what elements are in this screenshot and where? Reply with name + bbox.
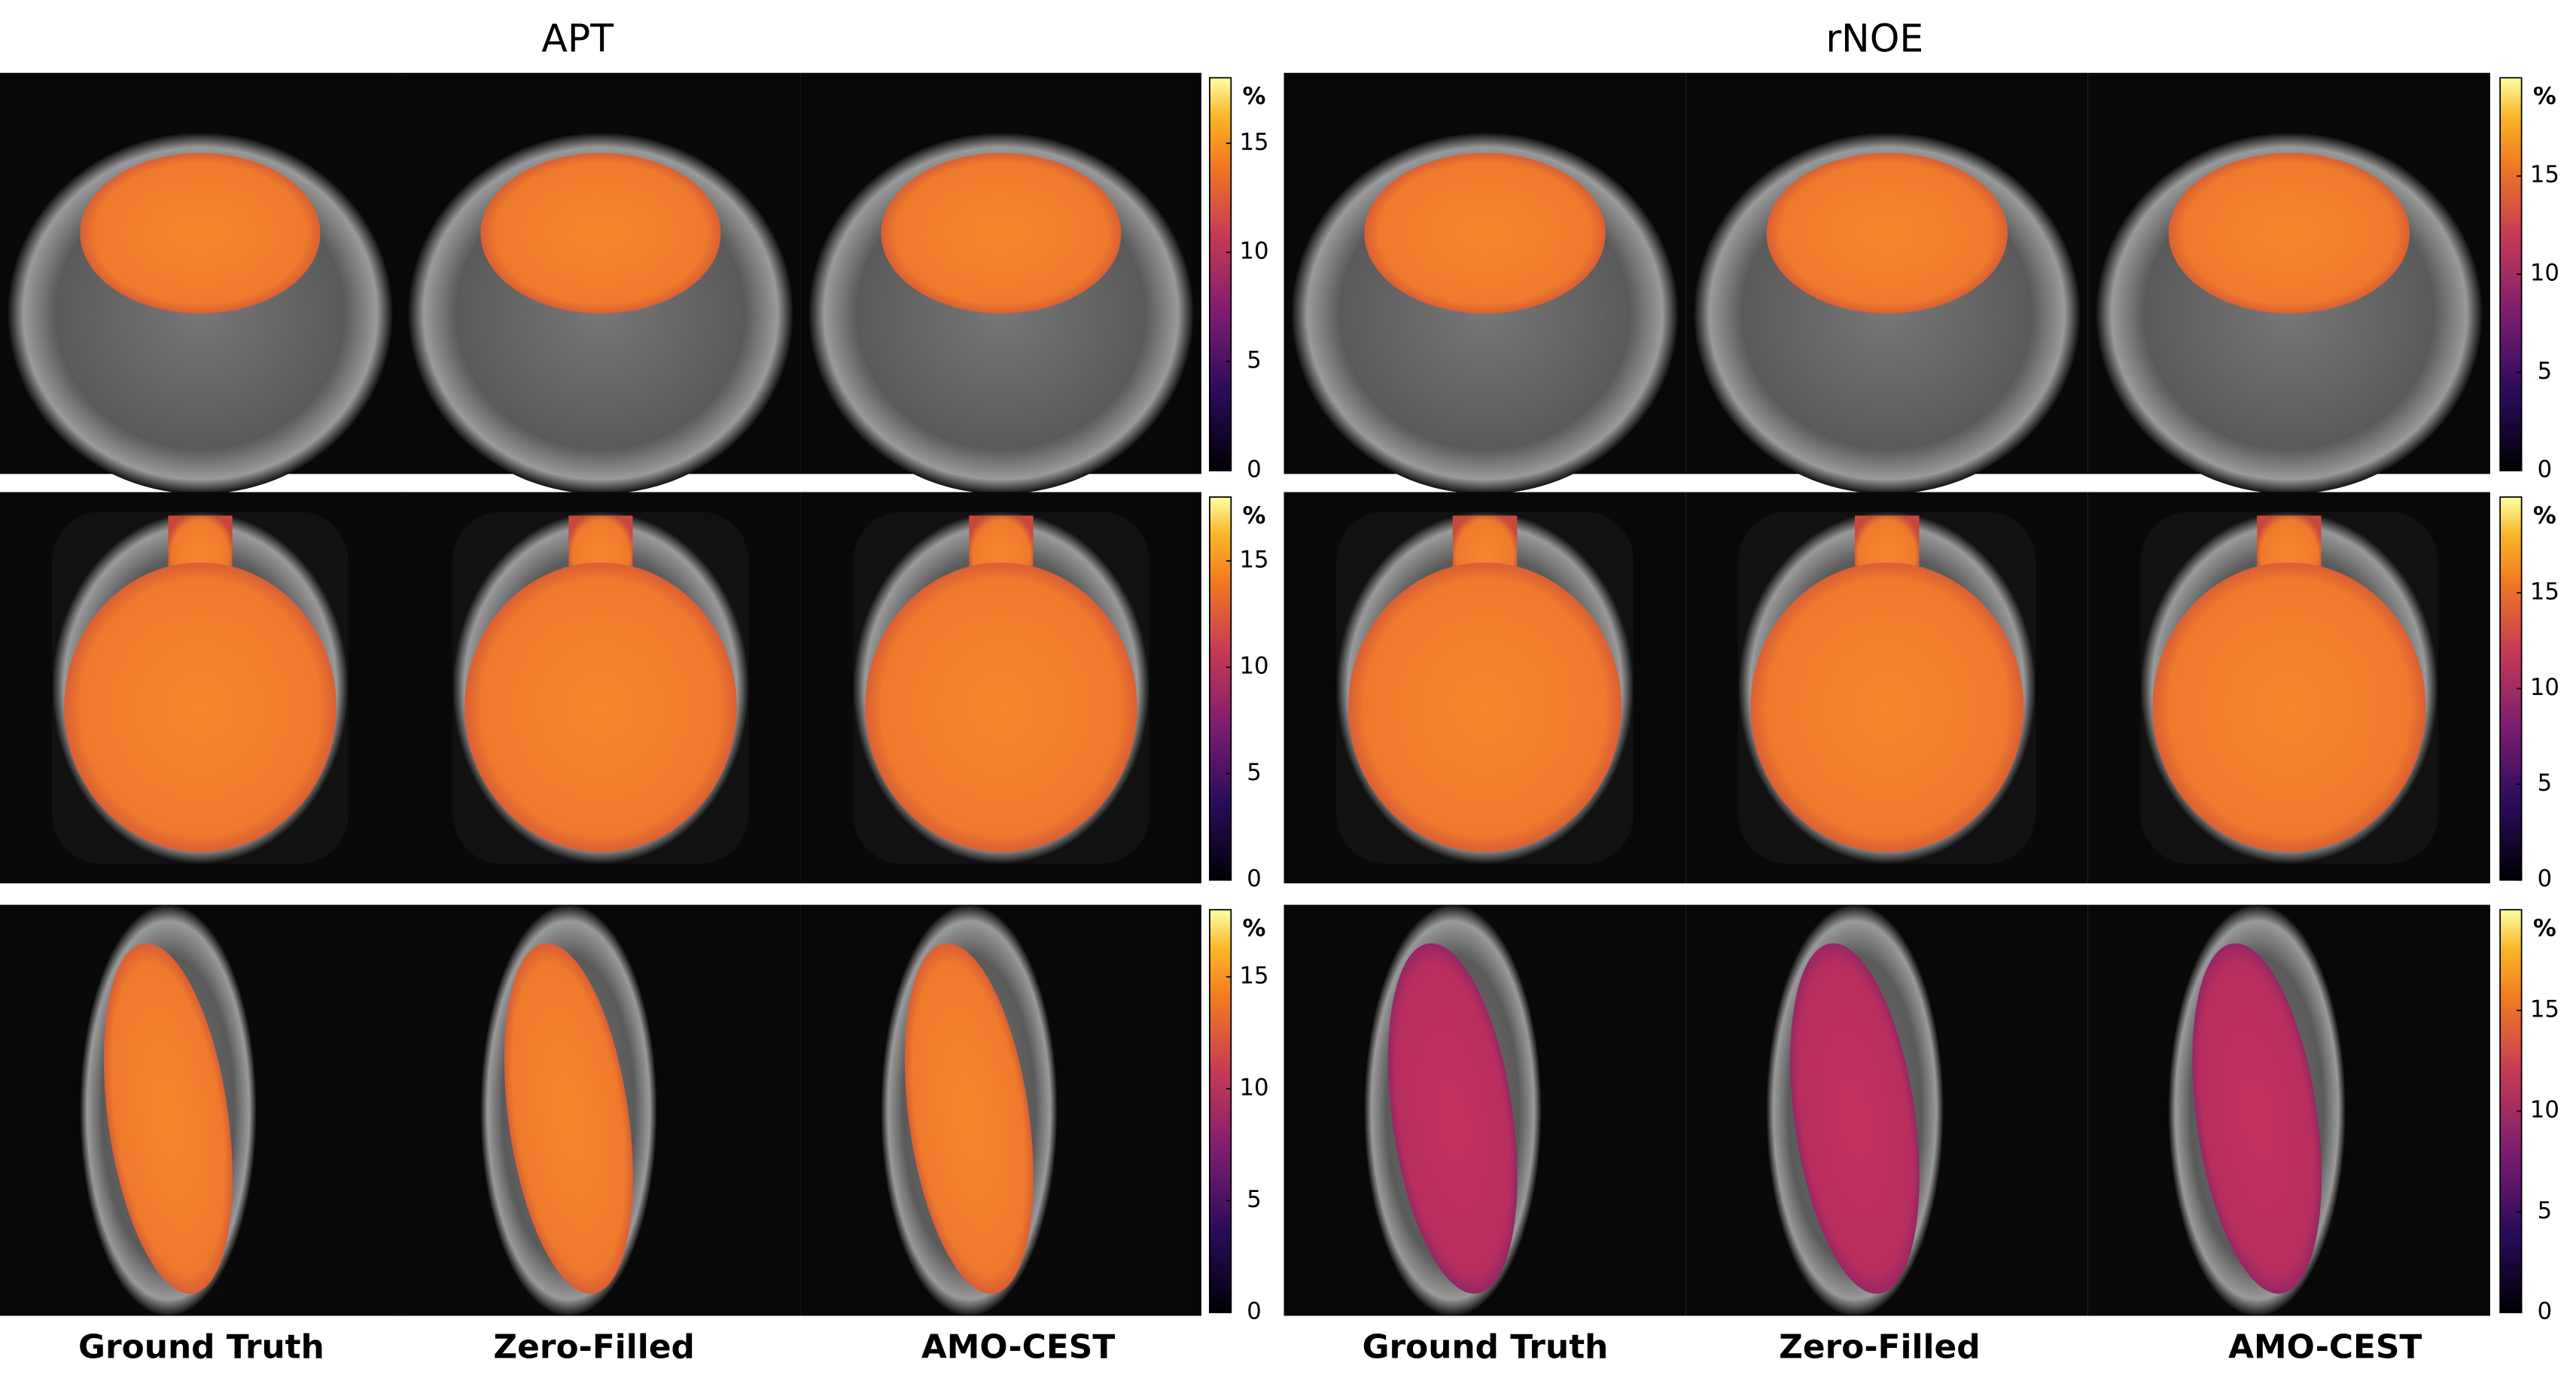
brain-map [504,943,633,1294]
brain-map [80,153,321,314]
column-label: Ground Truth [78,1328,324,1366]
colorbar-unit: % [1243,916,1266,942]
brain-map [2192,943,2322,1294]
brain-map [1347,562,1622,852]
colorbar-unit: % [2533,916,2556,942]
column-label: AMO-CEST [921,1328,1115,1366]
brain-map [103,943,233,1294]
brain-map [2168,153,2410,314]
column-label: Zero-Filled [493,1328,695,1366]
colorbar-tick-label: 0 [2538,1299,2553,1325]
column-label: Zero-Filled [1779,1328,1981,1366]
panel-title: rNOE [1825,17,1923,61]
colorbar-tick-label: 10 [2530,1097,2559,1123]
brain-map [865,562,1137,852]
colorbar-tick-label: 0 [1247,1299,1262,1325]
colorbar-tick-label: 10 [1240,654,1269,680]
colorbar [1208,77,1232,471]
colorbar-tick-label: 5 [1247,760,1262,786]
brain-map [1750,562,2024,852]
brain-map [1388,943,1518,1294]
colorbar-tick-label: 15 [2530,579,2559,605]
brain-map [1790,943,1920,1294]
panel-title: APT [541,17,614,61]
colorbar-tick-label: 5 [1247,348,1262,374]
colorbar-tick-label: 5 [2538,770,2553,797]
colorbar [1208,496,1232,881]
colorbar-tick-label: 15 [1240,130,1269,156]
colorbar-unit: % [2533,503,2556,529]
brain-map [64,562,336,852]
colorbar-unit: % [2533,84,2556,110]
colorbar-tick-label: 5 [2538,358,2553,385]
colorbar-tick-label: 15 [2530,162,2559,188]
colorbar-tick-label: 15 [1240,547,1269,573]
colorbar-tick-label: 10 [1240,239,1269,265]
brain-map [904,943,1034,1294]
colorbar-tick-label: 0 [1247,457,1262,483]
colorbar-tick-label: 0 [2538,866,2553,892]
brain-map [1766,153,2008,314]
brain-map [881,153,1122,314]
colorbar-tick-label: 0 [2538,457,2553,483]
colorbar [1208,909,1232,1313]
colorbar-unit: % [1243,503,1266,529]
colorbar-tick-label: 10 [1240,1075,1269,1101]
colorbar-tick-label: 15 [1240,963,1269,989]
column-label: Ground Truth [1363,1328,1609,1366]
colorbar-tick-label: 15 [2530,996,2559,1023]
column-label: AMO-CEST [2228,1328,2422,1366]
colorbar-tick-label: 5 [2538,1198,2553,1224]
colorbar-tick-label: 0 [1247,866,1262,892]
colorbar-tick-label: 10 [2530,261,2559,287]
colorbar-unit: % [1243,84,1266,110]
brain-map [464,562,737,852]
brain-map [480,153,721,314]
colorbar-tick-label: 10 [2530,675,2559,701]
brain-map [1364,153,1606,314]
colorbar-tick-label: 5 [1247,1187,1262,1213]
brain-map [2152,562,2426,852]
